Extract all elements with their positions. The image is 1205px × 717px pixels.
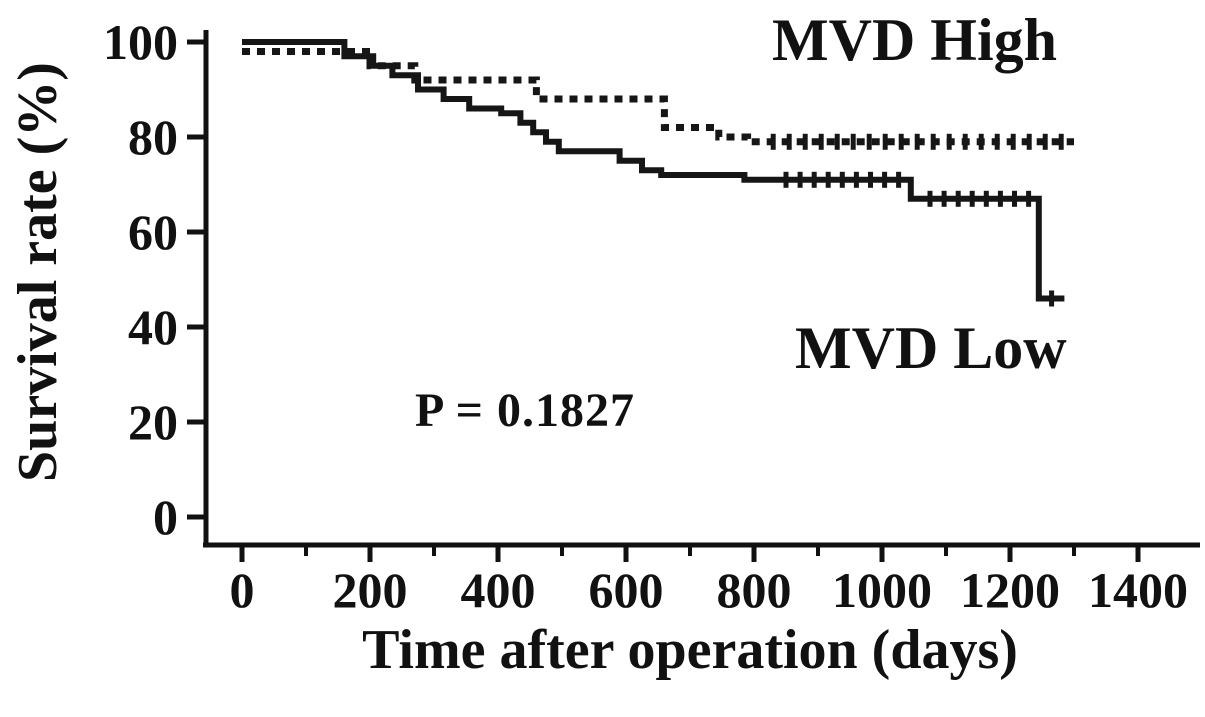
x-tick-label: 600	[589, 562, 664, 618]
y-tick-label: 40	[128, 299, 178, 355]
series-path-mvd-low	[242, 39, 1065, 302]
series-path-mvd-high	[242, 48, 1074, 146]
y-tick-label: 60	[128, 204, 178, 260]
p-value-annotation: P = 0.1827	[415, 384, 636, 437]
x-tick-label: 1400	[1088, 562, 1188, 618]
x-tick-label: 1200	[960, 562, 1060, 618]
y-axis-label: Survival rate (%)	[7, 62, 69, 482]
series-label-mvd-low: MVD Low	[795, 315, 1067, 381]
series-label-mvd-high: MVD High	[772, 7, 1057, 73]
x-tick-label: 1000	[832, 562, 932, 618]
y-tick-label: 100	[103, 14, 178, 70]
x-tick-label: 200	[333, 562, 408, 618]
y-tick-label: 20	[128, 394, 178, 450]
x-tick-label: 800	[717, 562, 792, 618]
y-tick-label: 80	[128, 109, 178, 165]
y-tick-label: 0	[153, 489, 178, 545]
x-tick-label: 400	[461, 562, 536, 618]
x-axis-label: Time after operation (days)	[362, 619, 1018, 681]
x-tick-label: 0	[230, 562, 255, 618]
